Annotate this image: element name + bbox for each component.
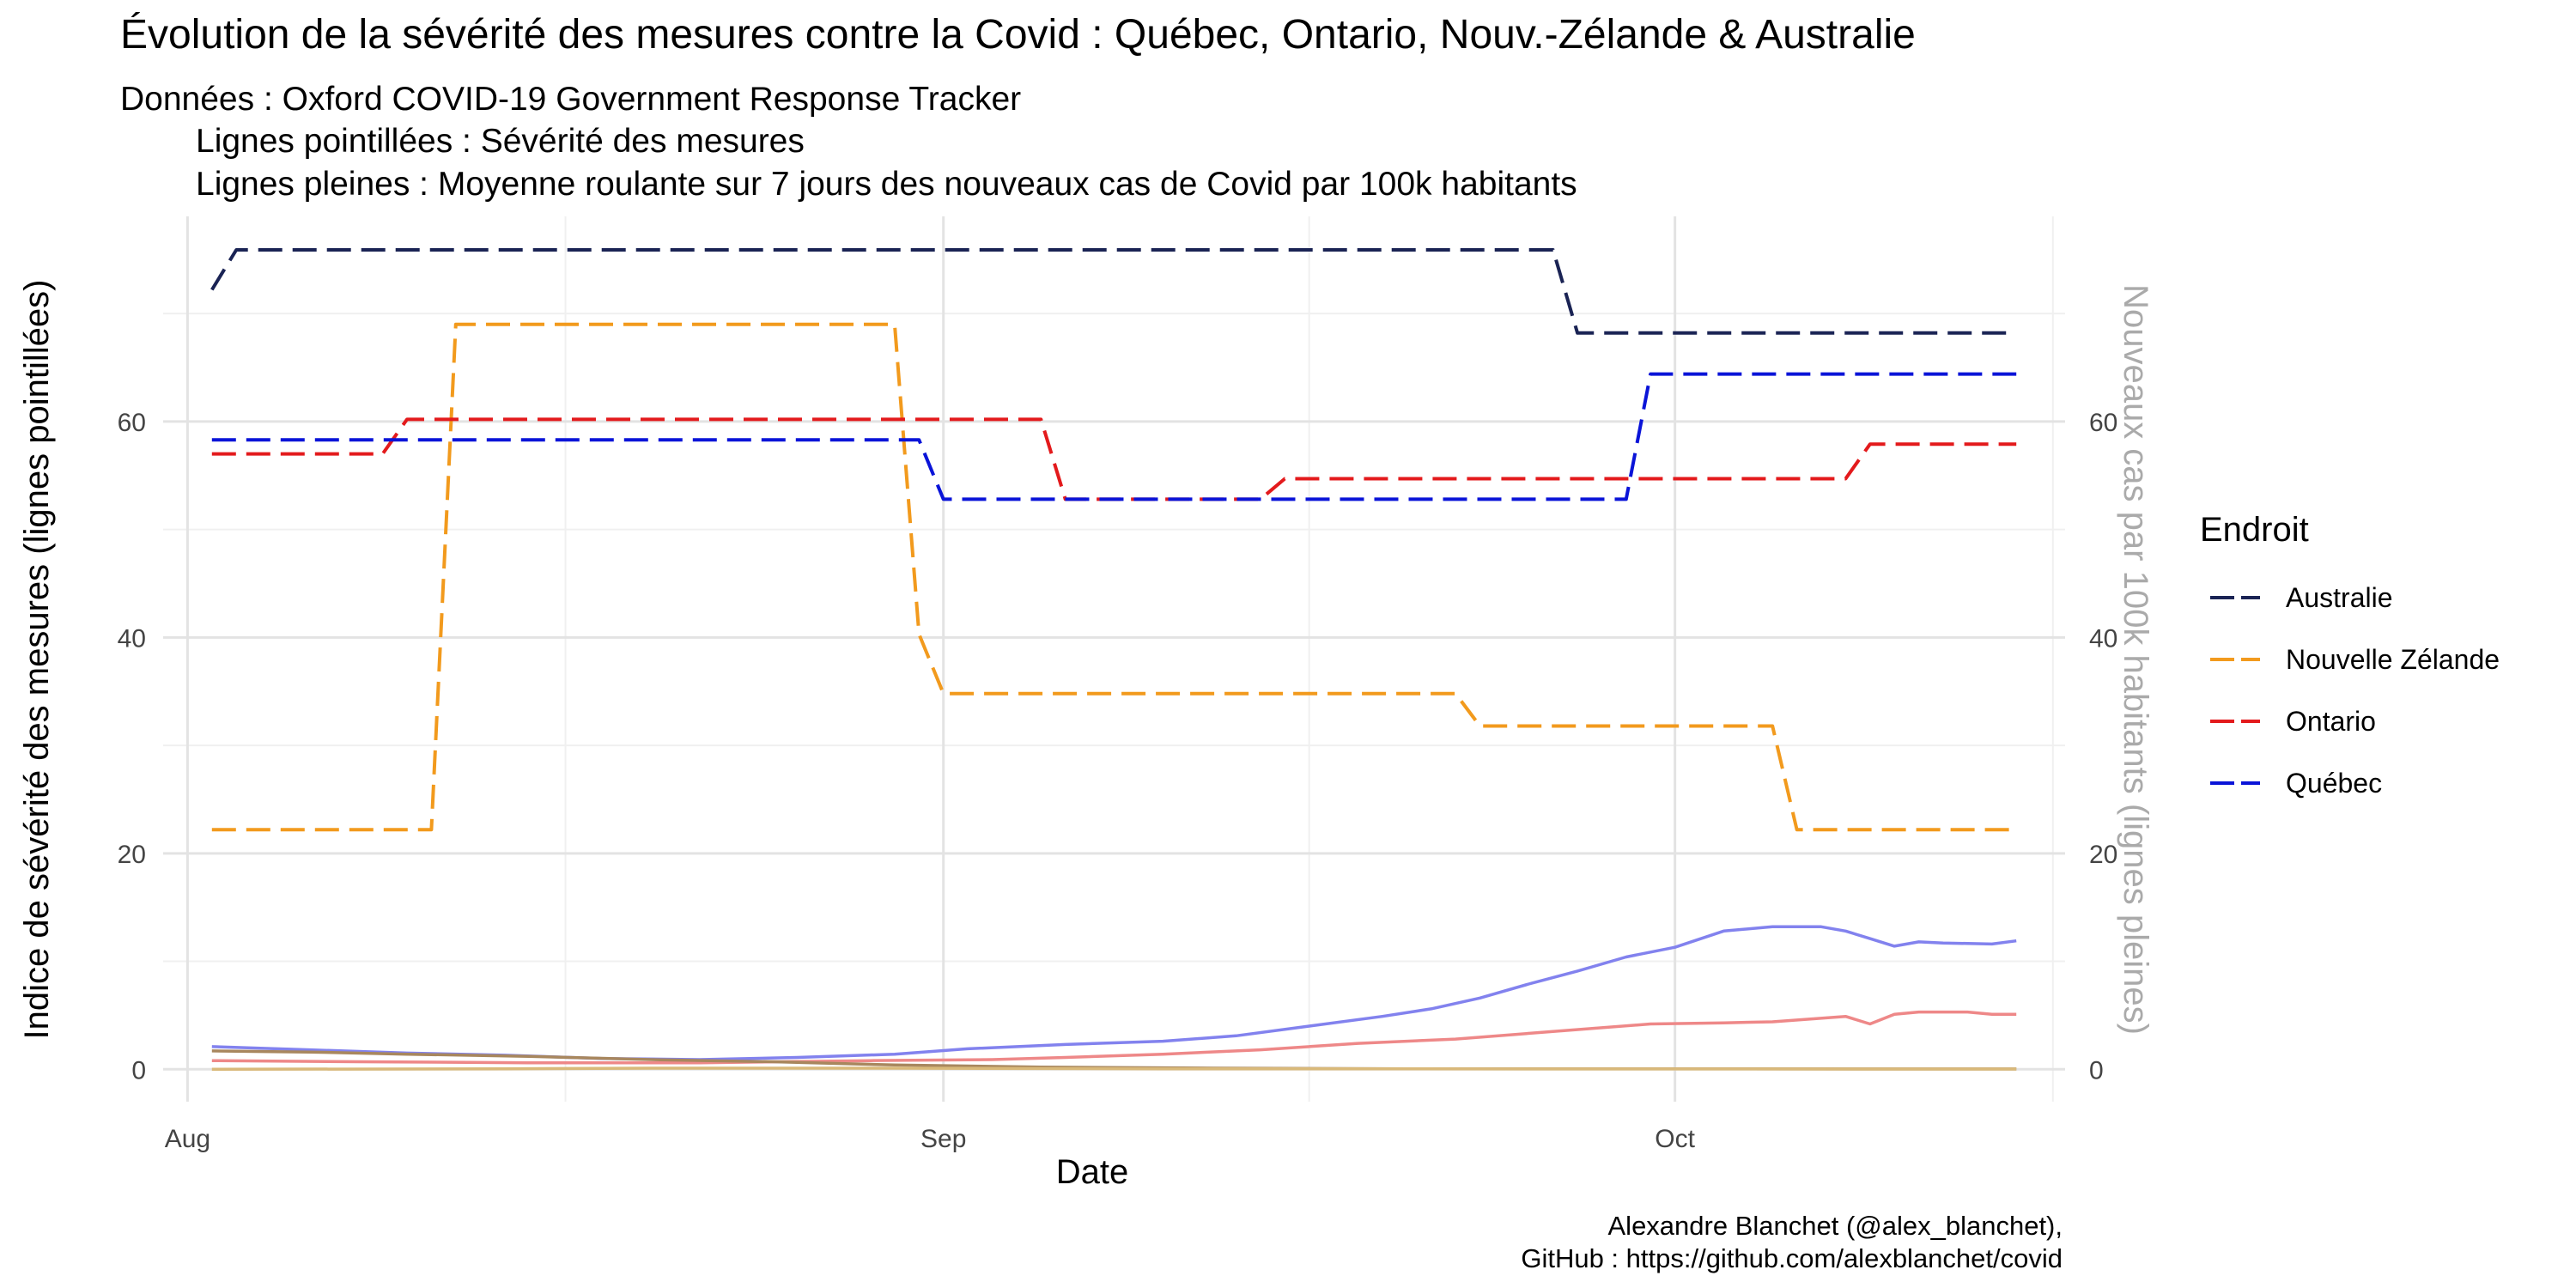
grid [163, 216, 2065, 1102]
y-tick-left: 40 [118, 624, 146, 653]
legend-label: Australie [2286, 582, 2393, 613]
x-axis-title: Date [1056, 1153, 1129, 1191]
caption-line-2: GitHub : https://github.com/alexblanchet… [1521, 1243, 2063, 1273]
subtitle-line-1: Données : Oxford COVID-19 Government Res… [120, 81, 1021, 118]
series-line [211, 417, 2017, 501]
y-axis-left-title: Indice de sévérité des mesures (lignes p… [18, 280, 56, 1040]
series-line [210, 248, 2017, 335]
chart-title: Évolution de la sévérité des mesures con… [120, 12, 1916, 58]
axis-ticks: 0 0 20 20 40 40 60 60 Aug Sep Oct [118, 409, 2118, 1153]
x-tick: Sep [920, 1125, 966, 1153]
y-tick-right: 40 [2089, 624, 2117, 653]
legend: Australie Nouvelle Zélande Ontario Québec [2210, 582, 2500, 799]
y-axis-right-title: Nouveaux cas par 100k habitants (lignes … [2117, 284, 2154, 1035]
y-tick-left: 0 [131, 1056, 146, 1084]
y-tick-right: 60 [2089, 409, 2117, 437]
subtitle-line-2: Lignes pointillées : Sévérité des mesure… [196, 123, 805, 160]
legend-label: Québec [2286, 768, 2382, 799]
y-tick-right: 0 [2089, 1056, 2104, 1084]
y-tick-left: 60 [118, 409, 146, 437]
y-tick-left: 20 [118, 841, 146, 869]
legend-label: Ontario [2286, 706, 2376, 737]
series-line [211, 322, 2017, 832]
series-layer [210, 248, 2017, 1072]
y-tick-right: 20 [2089, 841, 2117, 869]
x-tick: Aug [165, 1125, 210, 1153]
legend-title: Endroit [2200, 511, 2309, 549]
series-line [211, 925, 2017, 1061]
subtitle-line-3: Lignes pleines : Moyenne roulante sur 7 … [196, 166, 1577, 203]
x-tick: Oct [1655, 1125, 1695, 1153]
caption-line-1: Alexandre Blanchet (@alex_blanchet), [1608, 1211, 2063, 1241]
legend-label: Nouvelle Zélande [2286, 644, 2500, 675]
series-line [211, 1066, 2017, 1072]
series-line [211, 372, 2017, 501]
